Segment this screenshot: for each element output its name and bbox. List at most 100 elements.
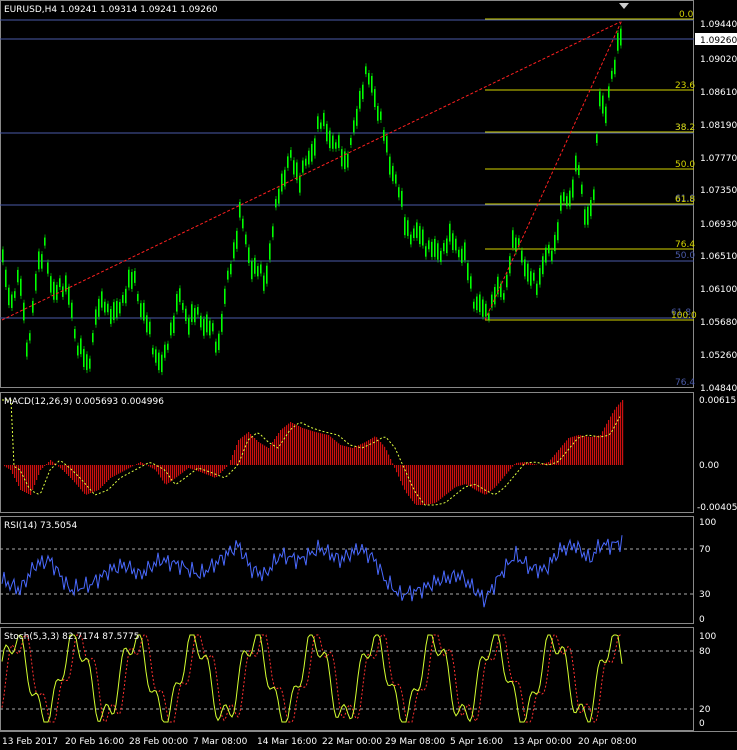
macd-bar <box>356 446 358 465</box>
price-tick: 1.04840 <box>700 384 737 394</box>
time-tick: 22 Mar 00:00 <box>322 737 382 747</box>
macd-bar <box>316 432 318 465</box>
macd-bar <box>354 447 356 465</box>
macd-bar <box>420 465 422 505</box>
macd-bar <box>488 465 490 493</box>
macd-bar <box>362 443 364 465</box>
macd-bar <box>84 465 86 494</box>
macd-bar <box>226 465 228 467</box>
macd-bar <box>450 465 452 491</box>
macd-bar <box>118 465 120 474</box>
macd-bar <box>494 465 496 488</box>
macd-bar <box>216 465 218 477</box>
stoch-main-line <box>1 634 623 723</box>
macd-bar <box>52 461 54 465</box>
macd-bar <box>454 465 456 488</box>
macd-bar <box>90 465 92 494</box>
macd-bar <box>516 462 518 465</box>
macd-bar <box>10 465 12 470</box>
macd-bar <box>374 436 376 465</box>
macd-bar <box>558 450 560 465</box>
price-tick: 1.06100 <box>700 285 737 295</box>
price-axis: 1.09440 1.09260 1.09020 1.08610 1.08190 … <box>695 20 737 394</box>
macd-bar <box>80 465 82 490</box>
macd-bar <box>378 439 380 465</box>
stoch-tick: 20 <box>699 705 711 715</box>
macd-bar <box>72 465 74 480</box>
macd-bar <box>618 404 620 465</box>
macd-bar <box>622 400 624 465</box>
macd-bar <box>296 425 298 465</box>
macd-bar <box>250 434 252 465</box>
macd-bar <box>282 428 284 465</box>
macd-bar <box>272 442 274 465</box>
fibonacci-retracement[interactable] <box>485 18 694 321</box>
current-price-badge <box>695 33 737 45</box>
macd-bar <box>498 465 500 484</box>
macd-bar <box>400 465 402 481</box>
macd-bar <box>292 423 294 465</box>
macd-bar <box>306 429 308 465</box>
macd-bar <box>436 465 438 503</box>
macd-bar <box>328 435 330 465</box>
macd-bar <box>54 463 56 465</box>
macd-bar <box>358 445 360 465</box>
macd-bar <box>268 448 270 465</box>
macd-bar <box>496 465 498 486</box>
macd-bar <box>74 465 76 483</box>
macd-bar <box>524 462 526 465</box>
fib-trend-line[interactable] <box>484 19 623 321</box>
macd-bar <box>236 445 238 465</box>
macd-bar <box>366 441 368 465</box>
macd-bar <box>534 464 536 465</box>
macd-bar <box>244 435 246 465</box>
macd-bar <box>428 465 430 505</box>
macd-bar <box>606 423 608 465</box>
macd-bar <box>298 426 300 465</box>
macd-bar <box>232 455 234 465</box>
macd-bar <box>620 402 622 465</box>
macd-bar <box>330 436 332 465</box>
macd-bar <box>240 438 242 465</box>
macd-bar <box>222 465 224 471</box>
macd-bar <box>86 465 88 495</box>
macd-bar <box>318 432 320 465</box>
macd-bar <box>164 465 166 484</box>
macd-bar <box>260 443 262 465</box>
macd-bar <box>198 465 200 472</box>
macd-bar <box>568 438 570 465</box>
macd-bar <box>160 465 162 478</box>
macd-bar <box>422 465 424 505</box>
shift-marker-icon[interactable] <box>619 3 629 9</box>
macd-bar <box>560 447 562 465</box>
price-tick: 1.05680 <box>700 318 737 328</box>
macd-bar <box>218 465 220 475</box>
macd-bar <box>158 465 160 475</box>
macd-bar <box>340 445 342 465</box>
fib2-label-618b: 61.8 <box>671 308 691 318</box>
macd-bar <box>108 465 110 480</box>
macd-bar <box>290 422 292 465</box>
macd-bar <box>554 454 556 465</box>
macd-bar <box>196 465 198 471</box>
macd-bar <box>30 465 32 495</box>
macd-bar <box>322 433 324 465</box>
macd-bar <box>126 465 128 470</box>
macd-header: MACD(12,26,9) 0.005693 0.004996 <box>4 397 164 407</box>
macd-bar <box>312 431 314 465</box>
trend-line[interactable] <box>1 21 621 321</box>
macd-bar <box>324 434 326 465</box>
macd-bar <box>546 462 548 465</box>
macd-bar <box>168 465 170 483</box>
macd-bar <box>276 436 278 465</box>
macd-bar <box>112 465 114 477</box>
macd-bar <box>530 463 532 465</box>
macd-bar <box>402 465 404 486</box>
macd-bar <box>476 465 478 491</box>
macd-bar <box>184 465 186 472</box>
macd-bar <box>598 435 600 465</box>
macd-bar <box>384 446 386 465</box>
macd-bar <box>392 463 394 465</box>
rsi-tick: 30 <box>699 590 711 600</box>
